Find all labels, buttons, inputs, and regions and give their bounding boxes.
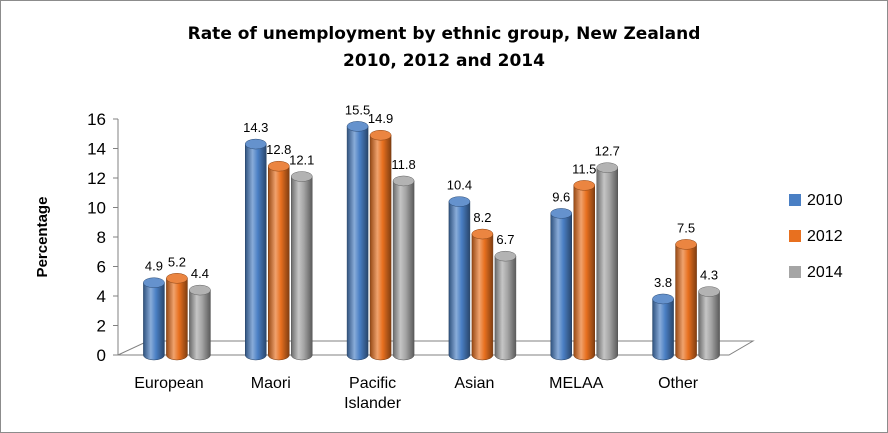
legend-label: 2010 [807,192,843,209]
data-label: 7.5 [677,220,695,235]
bar-melaa-2010 [550,208,572,361]
y-tick-label: 14 [87,140,106,159]
bar-other-2012 [675,239,697,361]
bar-pacific-2010 [346,121,369,361]
y-tick-label: 0 [97,346,106,365]
bar-asian-2010 [448,196,471,361]
data-label: 15.5 [345,102,370,117]
bar-asian-2012 [471,228,494,361]
data-label: 12.7 [595,144,620,159]
bar-other-2010 [652,293,674,361]
data-label: 10.4 [447,178,472,193]
legend-item-2012: 2012 [789,228,843,245]
data-label: 3.8 [654,275,672,290]
data-label: 11.5 [572,161,596,176]
chart-title: Rate of unemployment by ethnic group, Ne… [188,24,701,71]
y-tick-label: 4 [97,287,106,306]
bar-pacific-2014 [392,175,415,361]
x-category-label: Maori [251,375,291,392]
data-label: 8.2 [473,210,491,225]
x-category-label: Islander [344,395,402,412]
bar-european-2012 [166,273,188,361]
x-category-label: European [134,375,203,392]
bar-maori-2014 [291,171,313,361]
data-label: 11.8 [391,157,415,172]
legend-item-2014: 2014 [789,264,843,281]
y-tick-label: 16 [87,110,106,129]
data-label: 4.4 [191,266,209,281]
bar-maori-2010 [245,138,267,361]
data-label: 4.9 [145,259,163,274]
y-axis-label: Percentage [34,197,51,278]
bar-pacific-2012 [369,129,392,361]
data-label: 9.6 [552,189,570,204]
bar-other-2014 [698,286,720,361]
legend-item-2010: 2010 [789,192,843,209]
data-label: 14.3 [243,120,268,135]
x-category-label: Pacific [349,375,396,392]
y-tick-label: 12 [87,169,106,188]
chart-title-line-2: 2010, 2012 and 2014 [343,51,545,71]
chart-title-line-1: Rate of unemployment by ethnic group, Ne… [188,24,701,44]
x-category-label: Other [658,375,699,392]
legend-swatch [789,230,801,242]
data-label: 12.8 [266,142,291,157]
data-label: 6.7 [496,232,514,247]
x-category-label: MELAA [549,375,604,392]
data-labels: 4.9 5.2 4.4 14.3 12.812.1 15.514.9 11.8 10.4 8.2… [145,102,718,290]
bars [143,121,720,361]
y-tick-label: 6 [97,258,106,277]
data-label: 14.9 [368,111,393,126]
x-category-label: Asian [454,375,494,392]
legend: 2010 2012 2014 [789,192,843,281]
legend-label: 2012 [807,228,843,245]
legend-swatch [789,266,801,278]
data-label: 5.2 [168,254,186,269]
legend-swatch [789,194,801,206]
data-label: 12.1 [289,153,314,168]
bar-melaa-2012 [573,180,595,361]
bar-european-2014 [189,284,211,361]
bar-european-2010 [143,277,165,361]
y-tick-label: 2 [97,317,106,336]
y-tick-label: 10 [87,199,106,218]
data-label: 4.3 [700,268,718,283]
bar-melaa-2014 [596,162,618,361]
bar-asian-2014 [494,250,517,361]
legend-label: 2014 [807,264,843,281]
bar-maori-2012 [268,160,290,361]
y-tick-label: 8 [97,228,106,247]
